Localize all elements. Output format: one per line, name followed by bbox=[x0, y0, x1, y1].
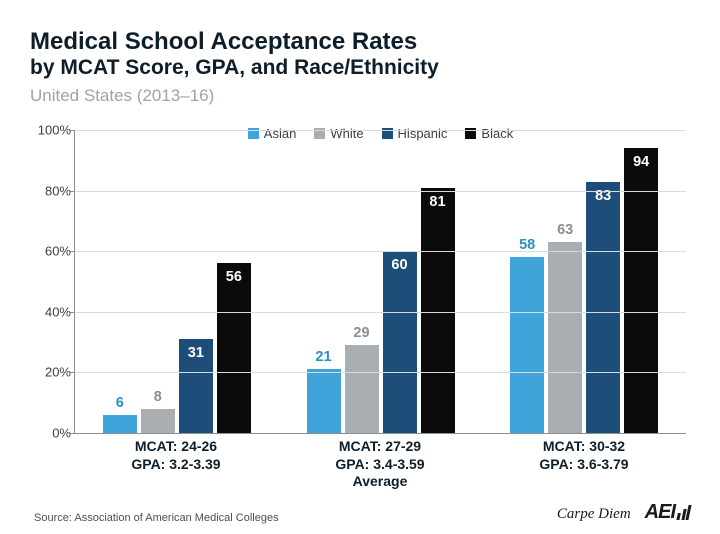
bar-group: 21296081 bbox=[279, 130, 483, 433]
bar: 21 bbox=[307, 369, 341, 433]
bar: 29 bbox=[345, 345, 379, 433]
bar: 6 bbox=[103, 415, 137, 433]
bar-value-label: 6 bbox=[103, 395, 137, 411]
y-tick-label: 60% bbox=[31, 244, 71, 259]
grid-line bbox=[75, 312, 686, 313]
brand-aei: AEI bbox=[645, 501, 690, 524]
x-label-line2: GPA: 3.6-3.79 bbox=[482, 456, 686, 474]
brand-aei-text: AEI bbox=[645, 501, 675, 524]
brand-carpe: Carpe Diem bbox=[557, 506, 631, 523]
aei-bars-icon bbox=[676, 505, 691, 520]
bar: 8 bbox=[141, 409, 175, 433]
y-tick-label: 100% bbox=[31, 123, 71, 138]
subtitle: United States (2013–16) bbox=[30, 86, 690, 106]
x-label-line2: GPA: 3.4-3.59 bbox=[278, 456, 482, 474]
bar-value-label: 63 bbox=[548, 222, 582, 238]
y-tick-label: 20% bbox=[31, 365, 71, 380]
x-label-line1: MCAT: 27-29 bbox=[278, 438, 482, 456]
bar-groups: 6831562129608158638394 bbox=[75, 130, 686, 433]
bar: 83 bbox=[586, 182, 620, 433]
chart-container: Medical School Acceptance Rates by MCAT … bbox=[0, 0, 720, 534]
bar-value-label: 29 bbox=[345, 325, 379, 341]
title-line1: Medical School Acceptance Rates bbox=[30, 28, 690, 56]
bar-value-label: 31 bbox=[179, 345, 213, 361]
bar-value-label: 21 bbox=[307, 349, 341, 365]
x-group-label: MCAT: 27-29GPA: 3.4-3.59Average bbox=[278, 436, 482, 474]
title-block: Medical School Acceptance Rates by MCAT … bbox=[30, 28, 690, 106]
bar: 60 bbox=[383, 251, 417, 433]
x-label-line1: MCAT: 24-26 bbox=[74, 438, 278, 456]
x-label-extra: Average bbox=[278, 473, 482, 491]
grid-line bbox=[75, 130, 686, 131]
brand: Carpe Diem AEI bbox=[557, 501, 690, 524]
y-tick-label: 40% bbox=[31, 304, 71, 319]
bar: 63 bbox=[548, 242, 582, 433]
grid-line bbox=[75, 191, 686, 192]
x-label-line1: MCAT: 30-32 bbox=[482, 438, 686, 456]
y-tick-label: 80% bbox=[31, 183, 71, 198]
chart: AsianWhiteHispanicBlack 6831562129608158… bbox=[30, 130, 690, 474]
bar-value-label: 56 bbox=[217, 269, 251, 285]
grid-line bbox=[75, 372, 686, 373]
x-label-line2: GPA: 3.2-3.39 bbox=[74, 456, 278, 474]
bar: 81 bbox=[421, 188, 455, 433]
x-group-label: MCAT: 30-32GPA: 3.6-3.79 bbox=[482, 436, 686, 474]
y-tick-label: 0% bbox=[31, 426, 71, 441]
bar-value-label: 94 bbox=[624, 154, 658, 170]
footer: Source: Association of American Medical … bbox=[34, 501, 690, 524]
bar-value-label: 81 bbox=[421, 194, 455, 210]
grid-line bbox=[75, 251, 686, 252]
bar-group: 58638394 bbox=[482, 130, 686, 433]
bar-value-label: 8 bbox=[141, 389, 175, 405]
plot-area: AsianWhiteHispanicBlack 6831562129608158… bbox=[74, 130, 686, 434]
bar: 58 bbox=[510, 257, 544, 433]
source-text: Source: Association of American Medical … bbox=[34, 512, 279, 524]
x-group-label: MCAT: 24-26GPA: 3.2-3.39 bbox=[74, 436, 278, 474]
title-line2: by MCAT Score, GPA, and Race/Ethnicity bbox=[30, 56, 690, 80]
bar-group: 68 31 56 bbox=[75, 130, 279, 433]
x-axis: MCAT: 24-26GPA: 3.2-3.39MCAT: 27-29GPA: … bbox=[74, 436, 686, 474]
bar: 31 bbox=[179, 339, 213, 433]
bar-value-label: 60 bbox=[383, 257, 417, 273]
bar: 56 bbox=[217, 263, 251, 433]
